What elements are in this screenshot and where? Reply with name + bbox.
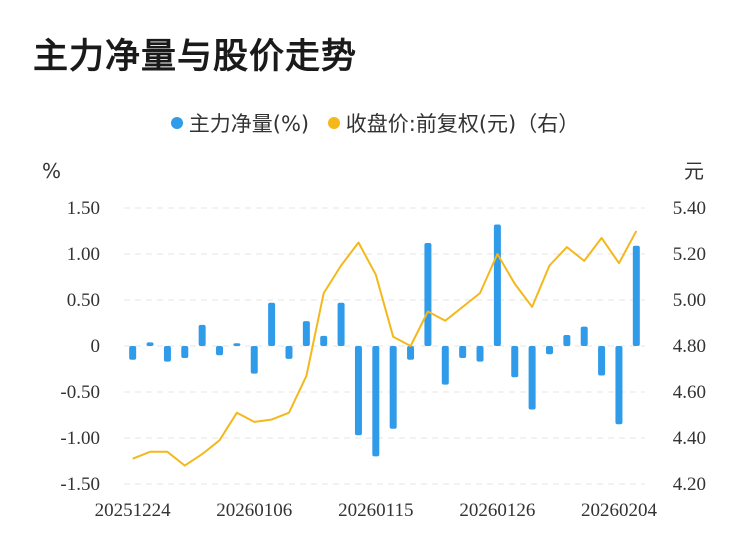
bar[interactable] bbox=[250, 346, 258, 374]
right-tick-label: 4.60 bbox=[673, 382, 706, 403]
bar[interactable] bbox=[216, 346, 224, 356]
bar[interactable] bbox=[320, 335, 328, 346]
legend-label-net-volume: 主力净量(%) bbox=[188, 112, 310, 136]
bar[interactable] bbox=[198, 324, 206, 346]
x-tick-label: 20260106 bbox=[216, 500, 292, 521]
bar[interactable] bbox=[146, 342, 154, 346]
bar[interactable] bbox=[163, 346, 171, 362]
right-tick-label: 5.00 bbox=[673, 290, 706, 311]
left-tick-label: -1.00 bbox=[60, 428, 100, 449]
left-axis-unit: % bbox=[42, 159, 61, 183]
bar[interactable] bbox=[563, 334, 571, 346]
bar[interactable] bbox=[459, 346, 467, 358]
price-line[interactable] bbox=[132, 230, 638, 467]
bar[interactable] bbox=[424, 242, 432, 346]
bar[interactable] bbox=[493, 224, 501, 346]
left-tick-label: 0 bbox=[91, 336, 101, 357]
right-axis-ticks: 5.40 5.20 5.00 4.80 4.60 4.40 4.20 bbox=[673, 198, 706, 495]
x-axis-labels: 20251224 20260106 20260115 20260126 20260204 bbox=[95, 500, 658, 521]
page-title: 主力净量与股价走势 bbox=[33, 37, 358, 77]
right-tick-label: 5.40 bbox=[673, 198, 706, 219]
bar[interactable] bbox=[580, 326, 588, 346]
bar[interactable] bbox=[528, 346, 536, 410]
bar-series-net-volume bbox=[129, 224, 640, 457]
gridlines bbox=[124, 207, 645, 485]
chart-legend: 主力净量(%) 收盘价:前复权(元)（右） bbox=[0, 108, 750, 138]
right-tick-label: 4.80 bbox=[673, 336, 706, 357]
x-tick-label: 20260115 bbox=[338, 500, 413, 521]
bar[interactable] bbox=[476, 346, 484, 362]
bar[interactable] bbox=[268, 302, 276, 346]
x-tick-label: 20260126 bbox=[459, 500, 535, 521]
bar[interactable] bbox=[545, 346, 553, 355]
bar[interactable] bbox=[181, 346, 189, 358]
bar[interactable] bbox=[372, 346, 380, 457]
left-axis-ticks: 1.50 1.00 0.50 0 -0.50 -1.00 -1.50 bbox=[60, 198, 100, 495]
legend-dot-line-icon bbox=[327, 117, 340, 129]
bar[interactable] bbox=[407, 346, 415, 360]
bar[interactable] bbox=[302, 321, 310, 346]
bar[interactable] bbox=[337, 302, 345, 346]
legend-item-net-volume[interactable]: 主力净量(%) bbox=[170, 108, 310, 138]
bar[interactable] bbox=[632, 245, 640, 346]
right-tick-label: 5.20 bbox=[673, 244, 706, 265]
bar[interactable] bbox=[598, 346, 606, 376]
left-tick-label: 0.50 bbox=[67, 290, 100, 311]
bar[interactable] bbox=[354, 346, 362, 436]
legend-dot-bar-icon bbox=[170, 117, 183, 129]
bar[interactable] bbox=[129, 346, 137, 360]
right-tick-label: 4.40 bbox=[673, 428, 706, 449]
legend-item-close-price[interactable]: 收盘价:前复权(元)（右） bbox=[327, 108, 580, 138]
right-axis-unit: 元 bbox=[684, 159, 704, 183]
left-tick-label: -0.50 bbox=[60, 382, 100, 403]
left-tick-label: 1.50 bbox=[67, 198, 100, 219]
bar[interactable] bbox=[441, 346, 449, 385]
x-tick-label: 20251224 bbox=[95, 500, 172, 521]
bar[interactable] bbox=[389, 346, 397, 429]
x-tick-label: 20260204 bbox=[581, 500, 658, 521]
right-tick-label: 4.20 bbox=[673, 474, 706, 495]
left-tick-label: 1.00 bbox=[67, 244, 100, 265]
bar[interactable] bbox=[233, 343, 241, 346]
bar[interactable] bbox=[615, 346, 623, 425]
legend-label-close-price: 收盘价:前复权(元)（右） bbox=[345, 112, 580, 136]
line-series-close-price bbox=[132, 230, 638, 467]
bar[interactable] bbox=[511, 346, 519, 378]
bar[interactable] bbox=[285, 346, 293, 359]
left-tick-label: -1.50 bbox=[60, 474, 100, 495]
